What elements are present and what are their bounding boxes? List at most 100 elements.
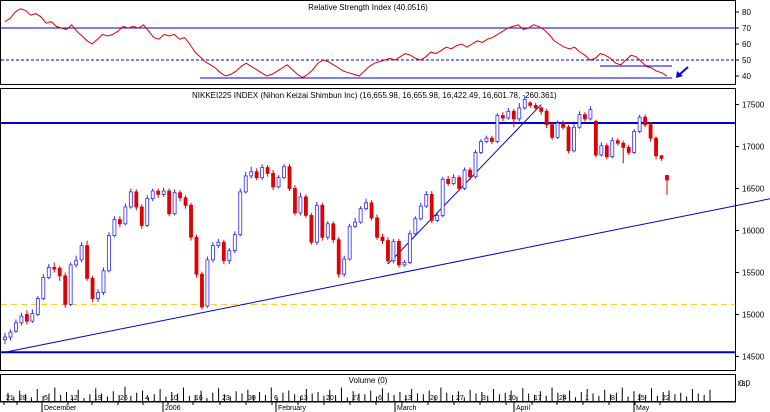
candlestick	[178, 190, 182, 202]
price-title: NIKKEI225 INDEX (Nihon Keizai Shimbun In…	[192, 91, 557, 100]
candlestick	[134, 189, 139, 211]
candlestick	[101, 267, 106, 296]
x-day-label: 13	[300, 395, 308, 402]
candlestick	[35, 295, 40, 317]
candlestick	[604, 143, 609, 160]
candlestick	[74, 255, 79, 268]
x-day-label: 26	[120, 395, 128, 402]
candlestick	[183, 195, 188, 209]
x-corner-label: l:3|	[738, 381, 747, 388]
candlestick	[659, 154, 664, 161]
rsi-ytick-label: 60	[742, 40, 751, 49]
candlestick	[150, 188, 155, 202]
candlestick	[473, 149, 478, 179]
candlestick	[96, 289, 100, 302]
rsi-ytick-label: 40	[742, 72, 751, 81]
x-month-label: December	[44, 405, 77, 412]
candlestick	[107, 232, 111, 273]
candlestick	[85, 240, 89, 281]
candlestick	[24, 310, 29, 325]
candlestick	[413, 216, 418, 236]
candlestick	[593, 119, 598, 158]
candlestick	[495, 112, 500, 144]
rsi-ytick-label: 50	[742, 56, 751, 65]
candlestick	[643, 114, 648, 128]
x-day-label: 17	[534, 395, 542, 402]
candlestick	[539, 106, 544, 115]
price-ytick-label: 16500	[742, 185, 765, 194]
candlestick	[336, 237, 341, 278]
price-ytick-label: 17500	[742, 101, 765, 110]
candlestick	[375, 214, 379, 240]
candlestick	[517, 102, 522, 122]
candlestick	[254, 168, 259, 181]
candlestick	[238, 188, 243, 237]
candlestick	[369, 200, 374, 221]
candlestick	[561, 120, 565, 130]
candlestick	[626, 144, 631, 155]
x-month-label: 2006	[165, 405, 181, 412]
candlestick	[304, 194, 308, 218]
candlestick	[200, 271, 204, 310]
candlestick	[19, 312, 24, 326]
rsi-ytick-label: 70	[742, 24, 751, 33]
candlestick	[555, 120, 560, 140]
candlestick	[577, 111, 582, 129]
x-day-label: 24	[559, 395, 567, 402]
candlestick	[610, 137, 615, 159]
x-day-label: 22	[662, 395, 670, 402]
candlestick	[364, 198, 368, 211]
candlestick	[57, 265, 62, 281]
candlestick	[3, 332, 7, 344]
candlestick	[68, 262, 73, 307]
candlestick	[309, 212, 314, 245]
candlestick	[167, 188, 172, 217]
x-day-label: 23	[222, 395, 230, 402]
candlestick	[544, 108, 549, 129]
candlestick	[271, 170, 275, 191]
candlestick	[533, 102, 538, 110]
candlestick	[347, 223, 352, 261]
candlestick	[566, 124, 571, 154]
arrow-icon	[676, 66, 689, 78]
candlestick	[331, 221, 336, 244]
candlestick	[139, 204, 144, 229]
rsi-title: Relative Strength Index (40.0516)	[308, 3, 428, 12]
candlestick	[227, 248, 232, 265]
candlestick	[490, 135, 494, 145]
candlestick	[528, 101, 533, 108]
rsi-series-line	[4, 8, 668, 79]
candlestick	[221, 239, 226, 265]
candlestick	[249, 166, 254, 179]
candlestick	[572, 123, 576, 153]
candlestick	[462, 167, 467, 191]
candlestick	[511, 108, 516, 128]
volume-title: Volume (0)	[349, 376, 388, 385]
candlestick	[325, 221, 330, 240]
candlestick	[216, 238, 221, 249]
candlestick	[424, 191, 429, 208]
candlestick	[402, 259, 407, 267]
x-day-label: 3	[482, 395, 486, 402]
price-ytick-label: 16000	[742, 227, 765, 236]
x-day-label: 12	[70, 395, 78, 402]
candlestick	[429, 191, 434, 223]
candlestick	[189, 202, 193, 241]
candlestick	[276, 175, 281, 189]
volume-ytick: 0.0	[739, 379, 751, 388]
x-day-label: 1	[585, 395, 589, 402]
candlestick	[583, 112, 587, 122]
candlestick	[14, 319, 18, 333]
x-day-label: 6	[378, 395, 382, 402]
candlestick	[632, 128, 637, 155]
candlestick	[161, 187, 166, 197]
x-day-label: 6	[274, 395, 278, 402]
candlestick	[665, 175, 669, 196]
candlestick	[637, 114, 642, 134]
candlestick	[298, 192, 303, 216]
rsi-ytick-label: 80	[742, 8, 751, 17]
candlestick	[145, 195, 150, 228]
candlestick	[211, 242, 215, 263]
candlestick	[205, 256, 210, 308]
